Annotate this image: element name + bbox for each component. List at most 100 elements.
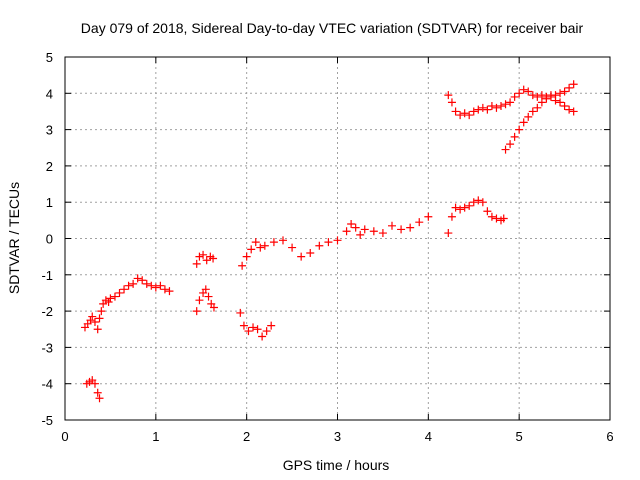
data-point-marker: [88, 312, 97, 321]
x-tick-label: 6: [606, 429, 613, 444]
x-tick-label: 1: [152, 429, 159, 444]
data-point-marker: [510, 132, 519, 141]
data-point-marker: [356, 230, 365, 239]
data-point-marker: [469, 107, 478, 116]
data-point-marker: [542, 94, 551, 103]
data-point-marker: [342, 227, 351, 236]
data-point-marker: [501, 100, 510, 109]
x-tick-label: 4: [425, 429, 432, 444]
data-point-marker: [239, 321, 248, 330]
data-point-marker: [90, 379, 99, 388]
data-point-marker: [560, 87, 569, 96]
data-point-marker: [483, 105, 492, 114]
data-point-marker: [133, 274, 142, 283]
data-point-marker: [110, 292, 119, 301]
data-point-marker: [565, 83, 574, 92]
data-point-marker: [499, 214, 508, 223]
data-point-marker: [447, 212, 456, 221]
x-tick-label: 3: [334, 429, 341, 444]
data-point-marker: [388, 221, 396, 230]
data-point-marker: [147, 281, 156, 290]
series-arc-b-lower: [192, 285, 218, 316]
data-point-marker: [515, 125, 524, 134]
data-point-marker: [560, 102, 569, 111]
data-point-marker: [537, 98, 546, 107]
data-point-marker: [192, 307, 201, 316]
axis-ticks: 0 1 2 3 4 5 6 -5 -4 -3 -2 -1 0 1 2 3 4 5: [41, 50, 613, 444]
data-point-marker: [192, 259, 201, 268]
series-arc-b-upper: [192, 250, 218, 268]
y-axis-label: SDTVAR / TECUs: [6, 182, 22, 294]
y-tick-label: -3: [41, 340, 53, 355]
data-point-marker: [297, 252, 306, 261]
data-point-marker: [519, 85, 528, 94]
data-point-marker: [533, 92, 542, 101]
data-point-marker: [444, 91, 453, 100]
y-tick-label: -2: [41, 304, 53, 319]
data-point-marker: [104, 298, 113, 307]
data-point-marker: [288, 243, 297, 252]
chart-title: Day 079 of 2018, Sidereal Day-to-day VTE…: [81, 20, 584, 36]
data-point-marker: [537, 91, 546, 100]
y-tick-label: -1: [41, 268, 53, 283]
data-point-marker: [333, 236, 342, 245]
data-point-marker: [506, 140, 515, 149]
data-point-marker: [487, 102, 496, 111]
data-point-marker: [497, 102, 505, 111]
data-point-marker: [142, 279, 151, 288]
x-tick-label: 2: [243, 429, 250, 444]
data-point-marker: [556, 98, 565, 107]
x-tick-label: 5: [516, 429, 523, 444]
data-point-marker: [204, 292, 213, 301]
data-point-marker: [406, 223, 415, 232]
data-point-marker: [524, 112, 533, 121]
data-point-marker: [415, 218, 424, 227]
data-point-marker: [456, 111, 465, 120]
data-point-marker: [251, 238, 260, 247]
data-point-marker: [151, 283, 160, 292]
series-arc-c-lower: [236, 308, 276, 341]
data-point-marker: [528, 91, 537, 100]
series-arc-e-rising: [501, 80, 578, 154]
data-point-marker: [86, 316, 95, 325]
data-point-marker: [460, 203, 469, 212]
data-point-marker: [556, 89, 565, 98]
data-point-marker: [253, 325, 262, 334]
data-point-marker: [199, 250, 208, 259]
data-point-marker: [165, 287, 174, 296]
series-arc-c-upper: [238, 212, 433, 270]
data-point-marker: [247, 245, 256, 254]
data-points: [80, 80, 578, 403]
data-point-marker: [209, 254, 218, 263]
data-point-marker: [115, 288, 124, 297]
data-point-marker: [510, 92, 519, 101]
data-point-marker: [201, 285, 210, 294]
data-point-marker: [460, 109, 469, 118]
data-point-marker: [378, 229, 387, 238]
data-point-marker: [478, 198, 487, 207]
data-point-marker: [474, 196, 483, 205]
data-point-marker: [569, 80, 578, 89]
data-point-marker: [451, 107, 460, 116]
series-arc-d-high: [444, 85, 578, 120]
data-point-marker: [569, 107, 578, 116]
data-point-marker: [97, 307, 106, 316]
data-point-marker: [120, 285, 129, 294]
grid: [65, 57, 610, 420]
data-point-marker: [447, 98, 456, 107]
data-point-marker: [444, 229, 453, 238]
series-arc-a-lower: [82, 376, 104, 403]
data-point-marker: [209, 303, 218, 312]
data-point-marker: [242, 252, 251, 261]
data-point-marker: [519, 118, 528, 127]
data-point-marker: [258, 332, 267, 341]
data-point-marker: [487, 212, 496, 221]
data-point-marker: [492, 103, 501, 112]
data-point-marker: [260, 241, 269, 250]
data-point-marker: [244, 327, 253, 336]
data-point-marker: [483, 207, 492, 216]
data-point-marker: [397, 225, 406, 234]
series-arc-a-upper: [80, 274, 174, 334]
data-point-marker: [347, 219, 356, 228]
